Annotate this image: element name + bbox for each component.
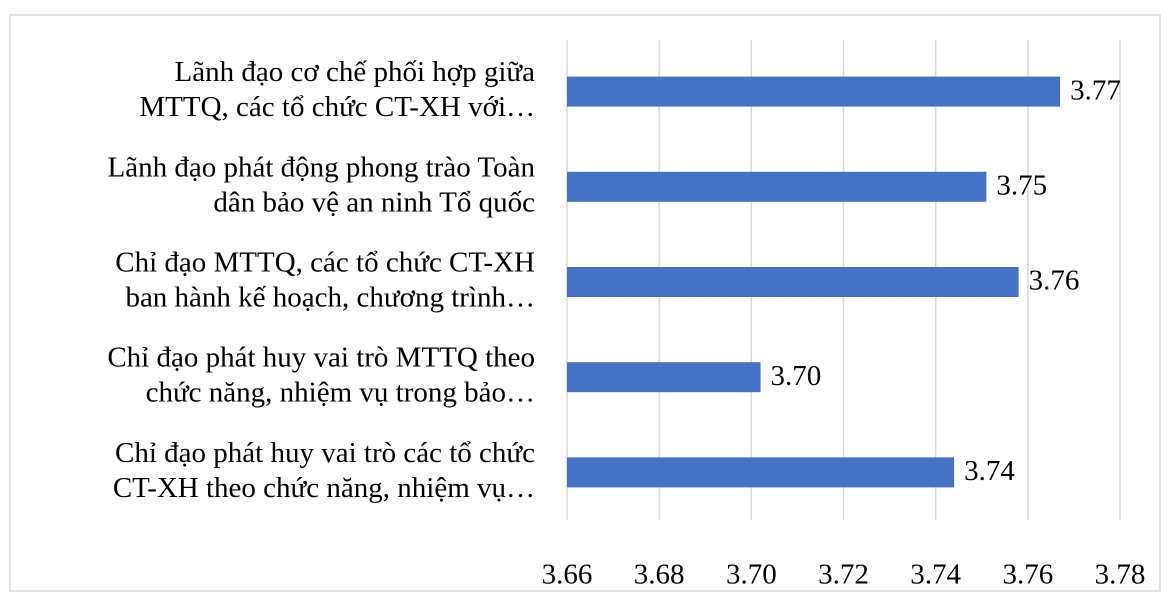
y-tick-label-line: chức năng, nhiệm vụ trong bảo… <box>146 376 535 408</box>
y-tick-label: Chỉ đạo phát huy vai trò MTTQ theo chức n… <box>107 341 535 408</box>
data-label: 3.75 <box>996 169 1047 201</box>
y-tick-label-line: ban hành kế hoạch, chương trình… <box>125 281 535 313</box>
x-tick-label: 3.74 <box>910 559 961 591</box>
data-label: 3.74 <box>964 455 1015 487</box>
y-tick-label-line: Chỉ đạo MTTQ, các tổ chức CT-XH <box>115 246 535 278</box>
y-tick-label: Chỉ đạo MTTQ, các tổ chức CT-XH ban hành … <box>115 246 535 313</box>
x-tick-label: 3.68 <box>634 559 685 591</box>
y-tick-label: Chỉ đạo phát huy vai trò các tổ chức CT-X… <box>113 437 535 504</box>
data-label: 3.77 <box>1070 74 1121 106</box>
chart-border <box>9 14 1161 592</box>
y-tick-label-line: dân bảo vệ an ninh Tổ quốc <box>213 186 535 218</box>
bar <box>567 267 1019 297</box>
x-tick-label: 3.78 <box>1095 559 1146 591</box>
bar <box>567 457 955 488</box>
bar <box>567 362 761 393</box>
y-tick-label-line: Chỉ đạo phát huy vai trò các tổ chức <box>115 437 535 469</box>
y-tick-label-line: MTTQ, các tổ chức CT-XH với… <box>139 91 535 123</box>
y-tick-label: Lãnh đạo cơ chế phối hợp giữa MTTQ, các t… <box>139 56 535 123</box>
y-tick-label-line: CT-XH theo chức năng, nhiệm vụ… <box>113 472 535 504</box>
y-tick-label-line: Chỉ đạo phát huy vai trò MTTQ theo <box>107 341 535 373</box>
y-tick-label: Lãnh đạo phát động phong trào Toàn dân bả… <box>107 151 535 218</box>
x-tick-label: 3.76 <box>1002 559 1053 591</box>
data-label: 3.70 <box>771 360 822 392</box>
bar <box>567 76 1061 107</box>
bar <box>567 171 987 202</box>
y-tick-label-line: Lãnh đạo cơ chế phối hợp giữa <box>175 56 536 88</box>
x-tick-label: 3.66 <box>542 559 593 591</box>
data-label: 3.76 <box>1029 265 1080 297</box>
y-tick-label-line: Lãnh đạo phát động phong trào Toàn <box>107 151 535 183</box>
x-tick-label: 3.72 <box>818 559 869 591</box>
x-tick-label: 3.70 <box>726 559 777 591</box>
